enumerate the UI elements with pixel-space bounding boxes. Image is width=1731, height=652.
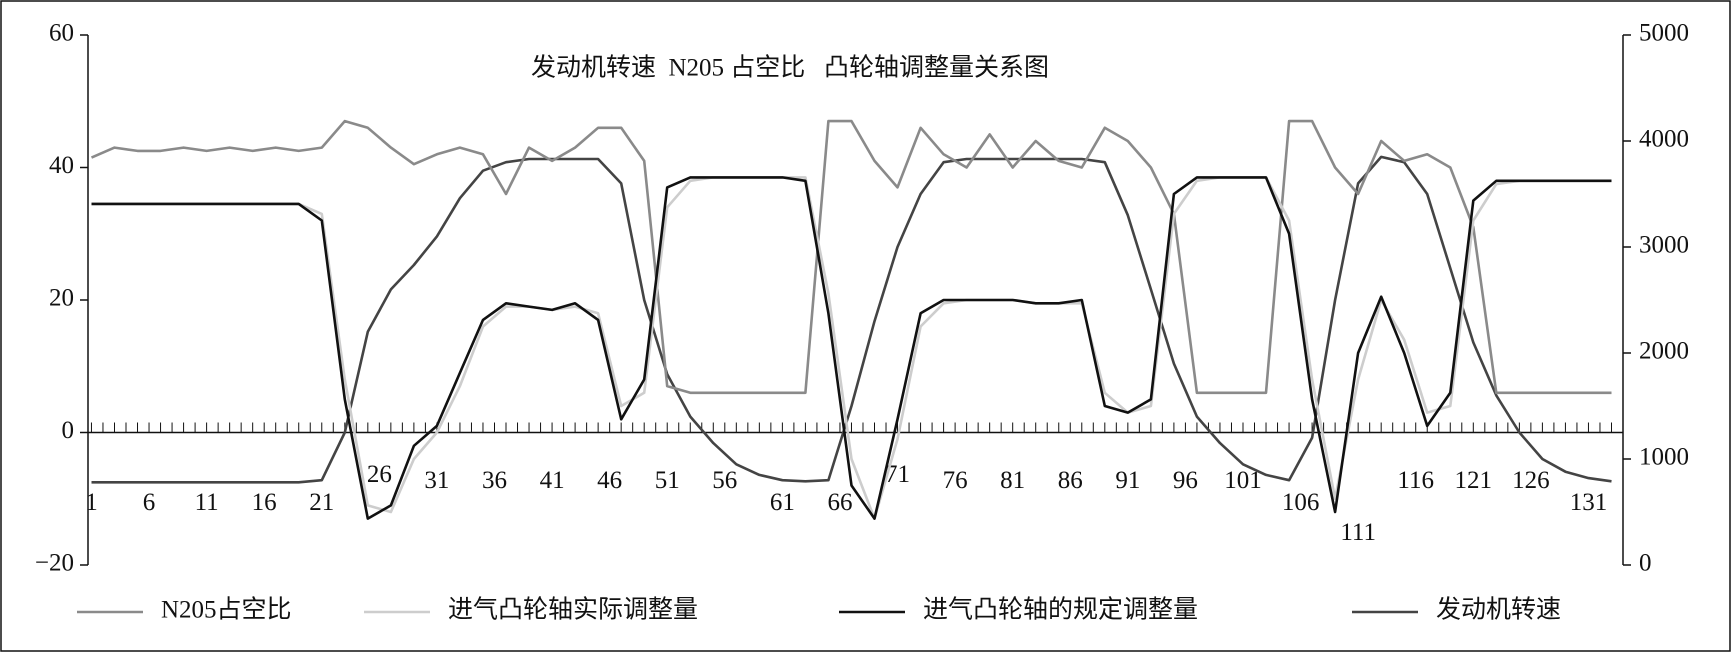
chart-title: 发动机转速 N205 占空比 凸轮轴调整量关系图 bbox=[531, 54, 1049, 82]
x-tick-label: 81 bbox=[1000, 467, 1025, 494]
x-tick-label: 11 bbox=[195, 489, 219, 516]
series-line bbox=[91, 176, 1612, 520]
series-line bbox=[91, 155, 1612, 484]
x-tick-label: 21 bbox=[309, 489, 334, 516]
y2-tick-label: 1000 bbox=[1639, 444, 1689, 471]
y-tick-label: 0 bbox=[62, 417, 75, 444]
x-tick-label: 6 bbox=[143, 489, 156, 516]
x-tick-label: 36 bbox=[482, 467, 507, 494]
x-tick-label: 46 bbox=[597, 467, 622, 494]
x-tick-label: 16 bbox=[252, 489, 277, 516]
legend-label: 发动机转速 bbox=[1436, 596, 1561, 624]
x-tick-label: 56 bbox=[712, 467, 737, 494]
x-tick-label: 106 bbox=[1282, 489, 1320, 516]
x-tick-label: 121 bbox=[1455, 467, 1493, 494]
y-tick-label: −20 bbox=[35, 550, 74, 577]
x-tick-label: 41 bbox=[540, 467, 565, 494]
x-tick-label: 31 bbox=[424, 467, 449, 494]
x-tick-label: 116 bbox=[1397, 467, 1434, 494]
legend-label: 进气凸轮轴的规定调整量 bbox=[923, 596, 1198, 624]
x-tick-label: 96 bbox=[1173, 467, 1198, 494]
x-tick-label: 91 bbox=[1115, 467, 1140, 494]
x-tick-label: 1 bbox=[85, 489, 98, 516]
legend-label: 进气凸轮轴实际调整量 bbox=[448, 596, 698, 624]
y2-tick-label: 5000 bbox=[1639, 20, 1689, 47]
y-tick-label: 40 bbox=[49, 152, 74, 179]
y2-tick-label: 3000 bbox=[1639, 232, 1689, 259]
y2-tick-label: 4000 bbox=[1639, 126, 1689, 153]
x-tick-label: 76 bbox=[943, 467, 968, 494]
y2-tick-label: 2000 bbox=[1639, 338, 1689, 365]
y2-tick-label: 0 bbox=[1639, 550, 1652, 577]
x-tick-label: 131 bbox=[1570, 489, 1608, 516]
y-tick-label: 20 bbox=[49, 285, 74, 312]
x-tick-label: 61 bbox=[770, 489, 795, 516]
x-tick-label: 111 bbox=[1340, 519, 1376, 546]
legend-label: N205占空比 bbox=[161, 596, 292, 624]
series-line bbox=[91, 176, 1612, 520]
series-line bbox=[90, 119, 1612, 395]
y-tick-label: 60 bbox=[49, 20, 74, 47]
x-tick-label: 66 bbox=[827, 489, 852, 516]
x-tick-label: 51 bbox=[655, 467, 680, 494]
x-tick-label: 101 bbox=[1224, 467, 1262, 494]
x-tick-label: 26 bbox=[367, 461, 392, 488]
x-tick-label: 86 bbox=[1058, 467, 1083, 494]
x-tick-label: 126 bbox=[1512, 467, 1550, 494]
